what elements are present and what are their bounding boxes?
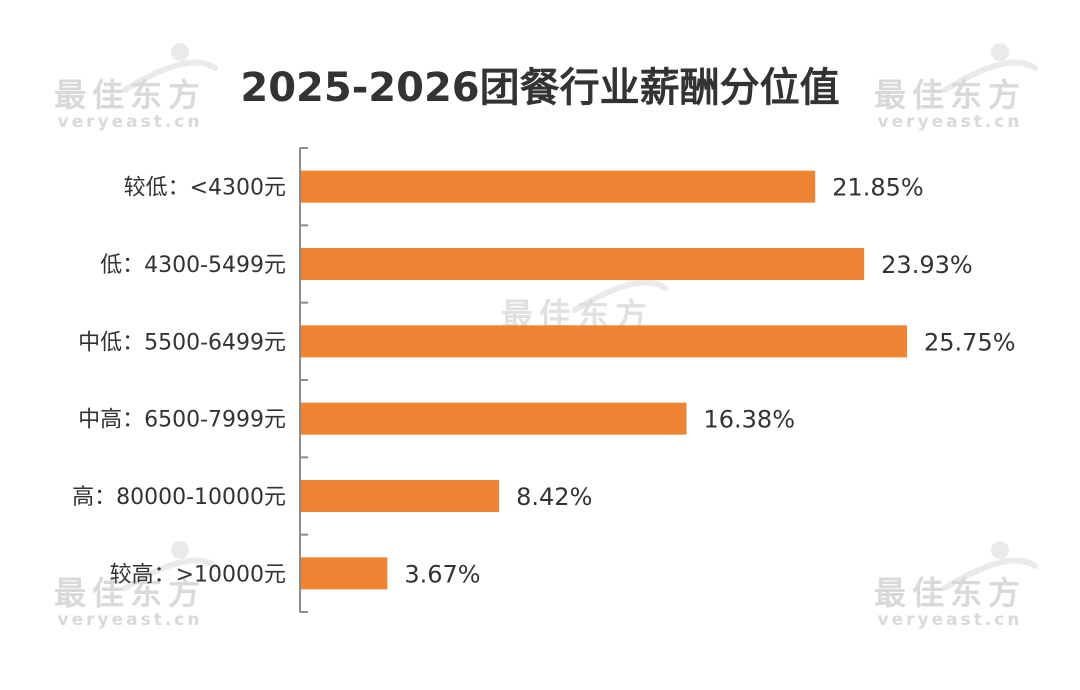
value-label: 3.67%	[404, 560, 480, 588]
watermark-top-right: 最佳东方 veryeast.cn	[860, 78, 1040, 132]
watermark-brand: 最佳东方	[53, 574, 206, 612]
watermark-domain: veryeast.cn	[57, 610, 203, 630]
watermark-logo-icon	[122, 43, 218, 93]
watermark-domain: veryeast.cn	[57, 112, 203, 132]
labels-group: 较低：<4300元 21.85% 低：4300-5499元 23.93% 中低：5500…	[72, 174, 1015, 589]
value-label: 23.93%	[881, 251, 973, 279]
watermark-top-left: 最佳东方 veryeast.cn	[40, 78, 220, 132]
watermark-logo-icon	[942, 541, 1038, 591]
value-label: 21.85%	[832, 174, 924, 202]
category-label: 低：4300-5499元	[100, 253, 286, 278]
value-label: 16.38%	[703, 406, 795, 434]
watermark-logo-icon	[942, 43, 1038, 93]
category-label: 高：80000-10000元	[72, 485, 286, 510]
value-label: 25.75%	[924, 328, 1016, 356]
watermark-domain: veryeast.cn	[877, 112, 1023, 132]
category-label: 较高：>10000元	[110, 562, 286, 587]
watermark-brand: 最佳东方	[873, 76, 1026, 114]
category-label: 较低：<4300元	[124, 176, 286, 201]
bar	[301, 557, 388, 590]
watermark-logos	[122, 43, 1038, 591]
watermark-bottom-right: 最佳东方 veryeast.cn	[860, 576, 1040, 630]
y-axis	[299, 147, 308, 613]
watermark-domain: veryeast.cn	[877, 610, 1023, 630]
watermark-brand: 最佳东方	[873, 574, 1026, 612]
category-label: 中低：5500-6499元	[78, 330, 286, 355]
value-label: 8.42%	[516, 483, 592, 511]
bar	[301, 402, 687, 435]
bar	[301, 480, 500, 512]
category-label: 中高：6500-7999元	[78, 408, 286, 433]
bar	[301, 170, 816, 203]
bar	[301, 248, 865, 280]
chart-title: 2025-2026团餐行业薪酬分位值	[240, 65, 840, 111]
watermark-logo-icon	[122, 541, 218, 591]
watermark-brand: 最佳东方	[53, 76, 206, 114]
bar	[301, 325, 907, 358]
watermark-bottom-left: 最佳东方 veryeast.cn	[40, 576, 220, 630]
bars-group	[301, 170, 907, 590]
